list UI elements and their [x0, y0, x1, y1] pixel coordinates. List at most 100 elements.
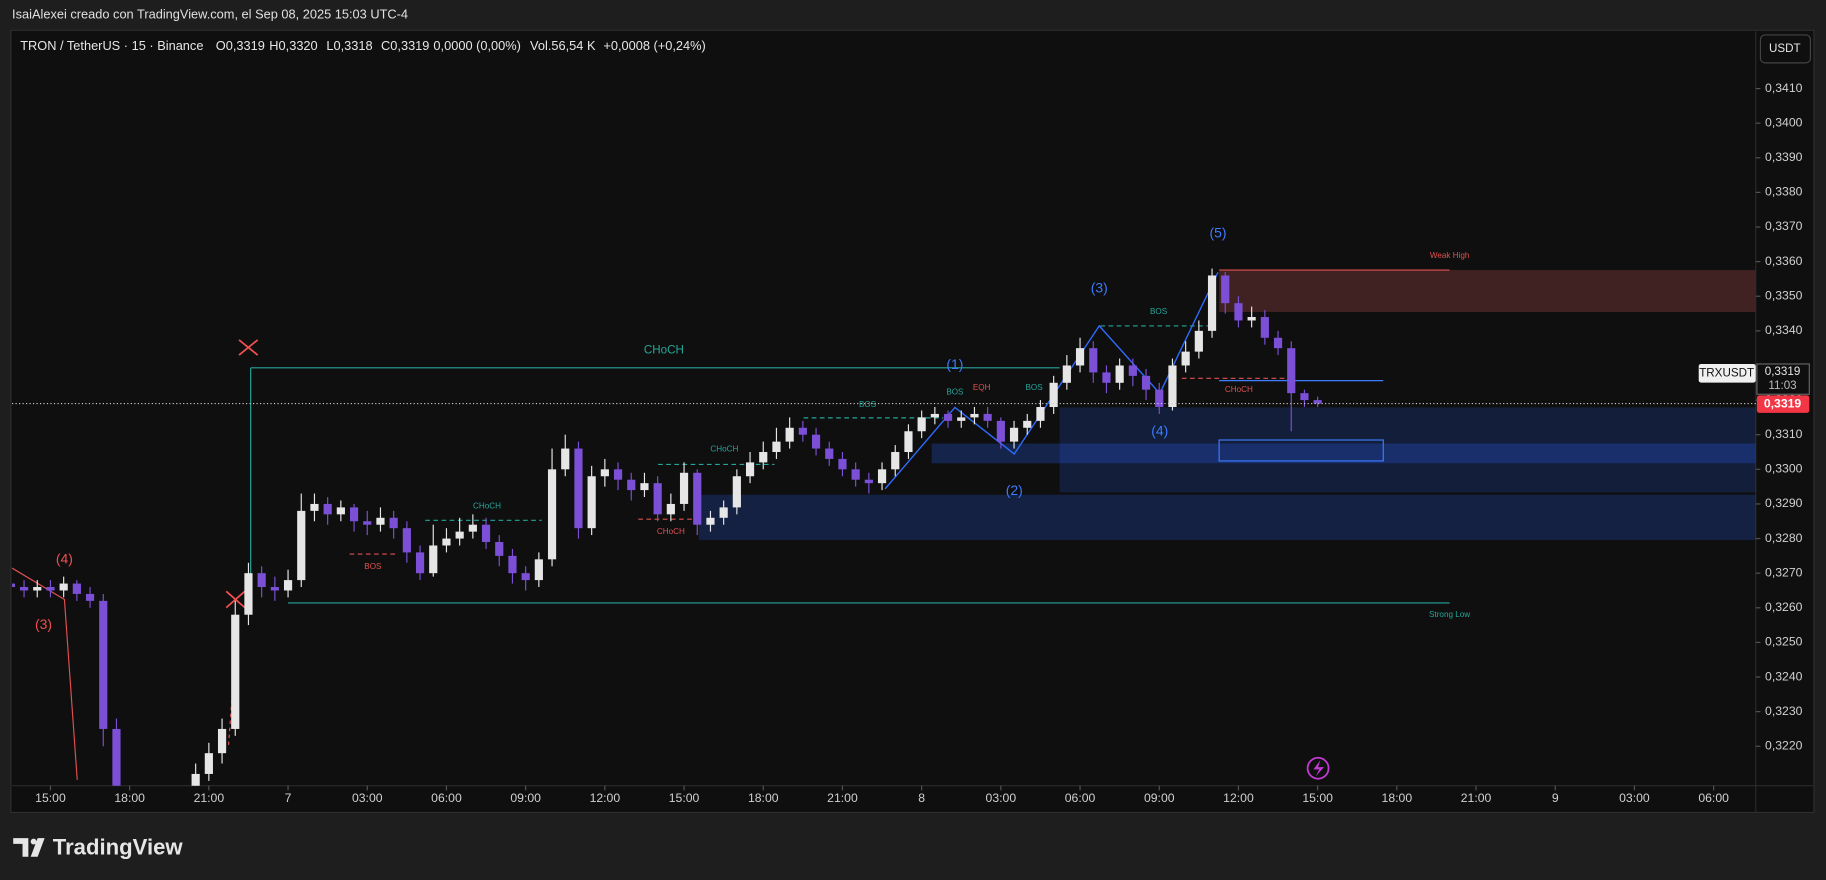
candle-body: [693, 472, 702, 525]
candle-body: [1194, 330, 1203, 352]
price: 0,3319: [1764, 396, 1802, 410]
candle-body: [1036, 407, 1045, 421]
annotation: BOS: [946, 387, 964, 396]
axes: 0,3220 0,3230 0,3240 0,3250 0,3260 0,3270 0,32…: [35, 81, 1802, 805]
logo-icon: [30, 838, 37, 845]
annotation: (5): [1209, 225, 1226, 241]
annotation: CHoCH: [710, 444, 738, 453]
drawings: CHoCH BOS CHoCH CHoCH CHoCH BOS BOS EQH BOS BOS CH…: [12, 225, 1756, 786]
demand-zone: [931, 443, 1756, 464]
symbol: TRON / TetherUS · 15 · Binance: [20, 38, 203, 53]
candle-body: [270, 587, 279, 591]
annotation: Weak High: [1430, 251, 1470, 260]
candle-body: [561, 448, 570, 470]
x-tick-label: 12:00: [590, 791, 621, 805]
x-tick-label: 06:00: [1698, 791, 1729, 805]
candle-body: [759, 452, 768, 463]
annotation: CHoCH: [1225, 385, 1253, 394]
legend-item: O0,3319: [216, 38, 265, 53]
candle-body: [19, 587, 29, 591]
candle-body: [1287, 348, 1296, 394]
annotation: BOS: [364, 562, 382, 571]
y-tick-label: 0,3410: [1765, 81, 1803, 95]
x-tick-label: 06:00: [1065, 791, 1096, 805]
candle-body: [46, 587, 55, 591]
candle-body: [297, 510, 306, 581]
candle-body: [996, 420, 1005, 442]
y-tick-label: 0,3360: [1765, 254, 1803, 268]
candle-body: [600, 469, 609, 477]
price-badge: [1756, 395, 1810, 413]
y-tick-label: 0,3300: [1765, 462, 1803, 476]
candle-body: [772, 441, 781, 453]
candle-body: [283, 580, 293, 591]
annotation: (4): [1151, 423, 1168, 439]
candle-body: [336, 507, 345, 515]
alert-icon: [1313, 760, 1324, 777]
y-tick-label: 0,3350: [1765, 288, 1803, 302]
candle-body: [481, 524, 491, 543]
candle-body: [1168, 365, 1177, 408]
candle-body: [1207, 275, 1217, 331]
candle-body: [257, 573, 266, 588]
annotation: BOS: [859, 400, 877, 409]
currency[interactable]: USDT: [1769, 42, 1801, 55]
x-tick-label: 18:00: [114, 791, 145, 805]
annotation: (1): [946, 356, 963, 372]
candle-body: [627, 479, 636, 491]
candle-body: [310, 503, 319, 511]
annotation: BOS: [1025, 383, 1043, 392]
candle-body: [653, 483, 662, 515]
zone-box: [1218, 439, 1384, 462]
candle-body: [666, 503, 675, 515]
candle-body: [983, 413, 992, 421]
x-tick-label: 03:00: [1619, 791, 1650, 805]
candle-body: [389, 517, 398, 529]
y-tick-label: 0,3390: [1765, 150, 1803, 164]
candle-body: [1313, 400, 1322, 404]
y-tick-label: 0,3220: [1765, 738, 1803, 752]
annotation: CHoCH: [473, 502, 501, 511]
y-tick-label: 0,3260: [1765, 600, 1803, 614]
x-tick-label: 15:00: [1302, 791, 1333, 805]
candle-body: [112, 728, 121, 786]
candle-body: [904, 431, 913, 453]
candle-body: [1115, 365, 1124, 383]
annotation: CHoCH: [644, 343, 684, 356]
y-tick-label: 0,3400: [1765, 115, 1803, 129]
candle-body: [587, 476, 596, 529]
y-tick-label: 0,3230: [1765, 704, 1803, 718]
candle-body: [877, 469, 887, 484]
candle-body: [825, 448, 834, 459]
price-info: 0,3319: [1765, 365, 1801, 378]
candle-body: [99, 600, 108, 729]
candle-body: [943, 413, 953, 421]
x-tick-label: 03:00: [986, 791, 1017, 805]
x-tick-label: 7: [285, 791, 292, 805]
y-tick-label: 0,3310: [1765, 427, 1803, 441]
candle-body: [732, 476, 741, 508]
candle-body: [970, 413, 979, 418]
legend-item: Vol.56,54 K: [530, 38, 596, 53]
candle-body: [1075, 348, 1085, 366]
candle-body: [745, 462, 755, 477]
candle-body: [574, 448, 583, 529]
y-tick-label: 0,3290: [1765, 496, 1803, 510]
candle-body: [442, 538, 451, 546]
currency-button[interactable]: [1759, 34, 1812, 64]
annotation: (3): [1091, 279, 1108, 295]
x-tick-label: 21:00: [194, 791, 225, 805]
legend-item: +0,0008 (+0,24%): [603, 38, 705, 53]
x-tick-label: 21:00: [1461, 791, 1492, 805]
annotation: Strong Low: [1429, 610, 1470, 619]
candle-body: [930, 413, 939, 418]
annotation: BOS: [1150, 307, 1168, 316]
x-tick-label: 18:00: [748, 791, 779, 805]
logo: TradingView: [53, 834, 184, 859]
candle-body: [349, 507, 359, 522]
supply-zone: [1219, 270, 1756, 312]
candle-body: [1155, 389, 1164, 408]
candle-body: [1102, 372, 1111, 383]
candle-body: [244, 573, 253, 615]
